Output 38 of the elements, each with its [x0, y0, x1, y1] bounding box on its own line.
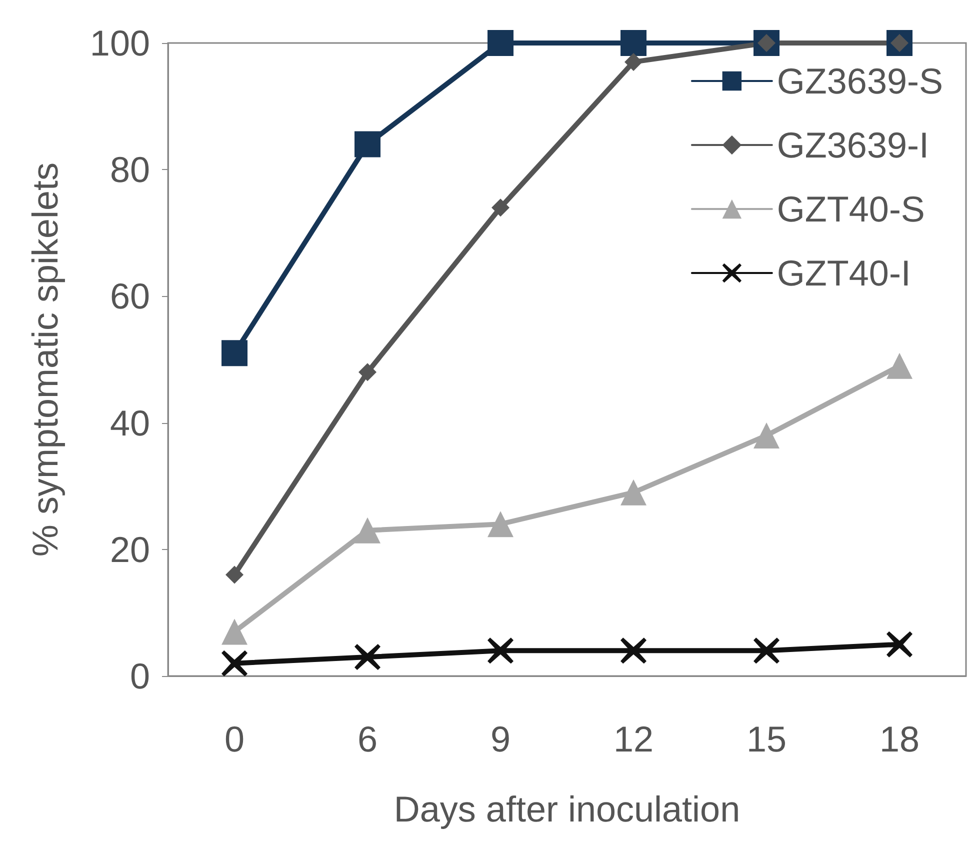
y-tick-label: 0 — [130, 656, 150, 696]
point — [620, 30, 646, 56]
point — [492, 198, 510, 217]
y-tick-label: 60 — [110, 276, 150, 317]
point — [624, 52, 642, 71]
point — [620, 638, 646, 664]
x-axis-title: Days after inoculation — [394, 788, 740, 830]
point — [488, 511, 514, 538]
point — [886, 352, 912, 379]
y-axis-title: % symptomatic spikelets — [24, 162, 66, 557]
point — [222, 650, 248, 676]
point — [354, 644, 380, 670]
x-tick-label: 6 — [357, 718, 378, 760]
point — [886, 631, 912, 658]
x-tick-label: 9 — [490, 718, 511, 760]
legend-label: GZ3639-S — [776, 60, 943, 102]
x-tick-label: 0 — [224, 718, 245, 760]
legend-label: GZT40-S — [776, 188, 925, 230]
y-tick-label: 100 — [90, 22, 150, 64]
x-tick-label: 18 — [879, 718, 920, 760]
y-tick-label: 20 — [110, 528, 150, 570]
point — [222, 618, 248, 645]
point — [754, 638, 780, 664]
point — [226, 566, 244, 584]
point — [488, 638, 514, 664]
legend-label: GZ3639-I — [776, 124, 929, 166]
point — [488, 30, 514, 56]
x-tick-label: 12 — [613, 718, 654, 760]
x-tick-label: 15 — [746, 718, 787, 760]
point — [754, 422, 780, 448]
legend-label: GZT40-I — [776, 252, 911, 294]
point — [358, 363, 376, 382]
y-tick-label: 80 — [110, 149, 150, 190]
point — [620, 479, 646, 506]
point — [354, 517, 380, 544]
point — [354, 131, 380, 158]
y-tick-label: 40 — [110, 402, 150, 444]
point — [222, 340, 248, 366]
